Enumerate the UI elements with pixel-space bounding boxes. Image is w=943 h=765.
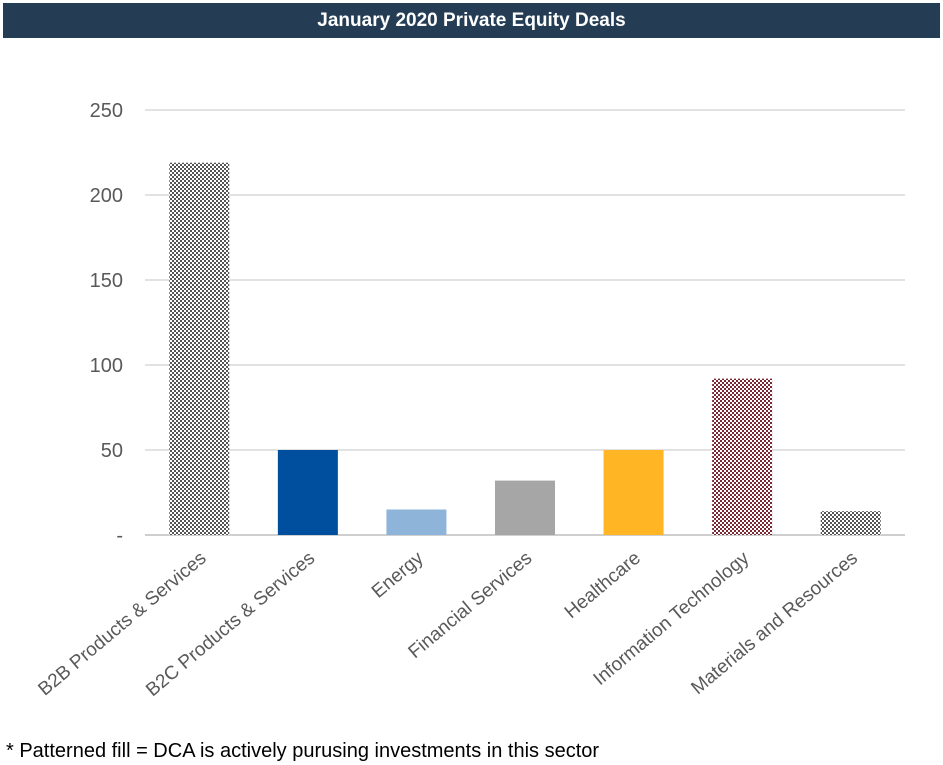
- bar-b2c-products-services: [277, 450, 338, 535]
- bar-chart: - 50 100 150 200 250 B2B Products & ServicesB…: [34, 100, 905, 701]
- y-tick-label: 150: [90, 270, 123, 292]
- bar-information-technology: [712, 378, 773, 535]
- x-tick-label: B2B Products & Services: [34, 548, 210, 701]
- bar-energy: [386, 509, 447, 535]
- bars: [169, 162, 881, 535]
- bar-materials-and-resources: [820, 511, 881, 535]
- y-tick-label: 200: [90, 185, 123, 207]
- bar-healthcare: [603, 450, 664, 535]
- gridlines: [145, 109, 905, 536]
- x-tick-label: Energy: [368, 547, 428, 602]
- footnote: * Patterned fill = DCA is actively purus…: [6, 740, 600, 762]
- bar-financial-services: [495, 480, 555, 535]
- bar-b2b-products-services: [169, 162, 230, 535]
- y-tick-label: 250: [90, 100, 123, 122]
- x-tick-label: Healthcare: [561, 548, 645, 623]
- y-tick-label: 100: [90, 355, 123, 377]
- y-axis-ticks: - 50 100 150 200 250: [90, 100, 123, 547]
- chart-title: January 2020 Private Equity Deals: [3, 3, 940, 38]
- y-tick-label: 50: [101, 440, 123, 462]
- y-tick-label: -: [116, 525, 123, 547]
